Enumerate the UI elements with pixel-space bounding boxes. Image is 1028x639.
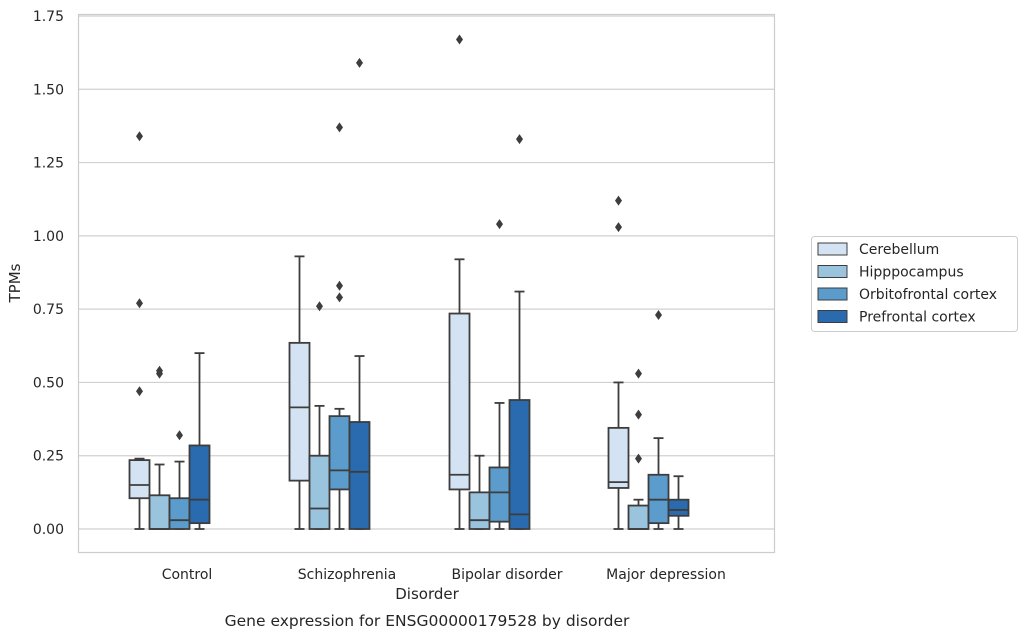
box-1-2 [468, 454, 491, 530]
box-body [627, 504, 650, 530]
legend-swatch [817, 310, 848, 323]
box-body [607, 426, 630, 489]
box-body [448, 312, 471, 491]
box-0-3 [607, 195, 630, 530]
chart-title: Gene expression for ENSG00000179528 by d… [225, 612, 630, 630]
box-3-2 [508, 134, 531, 530]
box-body [288, 341, 311, 482]
box-body [488, 466, 511, 523]
box-0-2 [448, 34, 471, 530]
outlier-point [496, 219, 503, 230]
plot-area-frame [77, 13, 776, 554]
box-body [348, 421, 371, 530]
legend-frame [811, 236, 1018, 332]
box-2-1 [328, 122, 351, 530]
box-body [508, 399, 531, 530]
y-axis-label: TPMs [6, 263, 24, 303]
box-1-0 [148, 365, 171, 530]
outlier-point [356, 57, 363, 68]
y-tick-label: 0.00 [33, 522, 64, 538]
legend-swatch [817, 242, 848, 256]
box-2-3 [647, 310, 670, 530]
box-3-1 [348, 57, 371, 530]
box-body [188, 444, 211, 525]
legend-label: Prefrontal cortex [859, 310, 976, 326]
outlier-point [655, 310, 662, 321]
y-tick-label: 0.75 [33, 302, 64, 318]
y-tick-label: 1.50 [33, 82, 64, 98]
y-tick-label: 0.25 [33, 449, 64, 465]
outlier-point [156, 368, 163, 379]
legend: Cerebellum Hipppocampus Orbitofrontal cort… [811, 236, 1018, 332]
y-tick-label: 1.25 [33, 156, 64, 172]
legend-label: Hipppocampus [859, 265, 964, 281]
outlier-point [316, 301, 323, 312]
outlier-point [336, 292, 343, 303]
y-axis-ticks: 0.00 0.25 0.50 0.75 1.00 1.25 1.50 1.75 [33, 9, 64, 538]
box-3-3 [667, 475, 690, 530]
boxes [128, 34, 690, 530]
box-0-1 [288, 255, 311, 530]
box-body [128, 459, 151, 500]
outlier-point [615, 195, 622, 206]
box-0-0 [128, 131, 151, 530]
outlier-point [456, 34, 463, 45]
box-body [168, 497, 191, 530]
x-axis-label: Disorder [395, 585, 459, 603]
legend-swatch [817, 287, 848, 301]
x-axis-ticks: Control Schizophrenia Bipolar disorder Majo… [162, 567, 726, 583]
box-body [468, 491, 491, 530]
y-tick-label: 1.00 [33, 229, 64, 245]
outlier-point [136, 298, 143, 309]
box-1-3 [627, 368, 650, 530]
outlier-point [176, 430, 183, 441]
box-3-0 [188, 352, 211, 530]
x-tick-label: Schizophrenia [298, 567, 396, 583]
outlier-point [635, 409, 642, 420]
legend-swatch [817, 265, 848, 278]
box-body [148, 494, 171, 530]
outlier-point [635, 453, 642, 464]
y-tick-label: 1.75 [33, 9, 64, 25]
box-body [667, 498, 690, 517]
outlier-point [615, 222, 622, 233]
box-body [328, 415, 351, 491]
legend-label: Orbitofrontal cortex [859, 287, 997, 303]
box-2-2 [488, 219, 511, 530]
outlier-point [336, 280, 343, 291]
outlier-point [635, 368, 642, 379]
box-1-1 [308, 301, 331, 530]
box-body [308, 454, 331, 530]
legend-label: Cerebellum [859, 242, 939, 258]
outlier-point [136, 131, 143, 142]
x-tick-label: Major depression [606, 567, 726, 583]
box-2-0 [168, 430, 191, 530]
outlier-point [336, 122, 343, 133]
outlier-point [516, 134, 523, 145]
outlier-point [136, 386, 143, 397]
y-tick-label: 0.50 [33, 375, 64, 391]
x-tick-label: Bipolar disorder [451, 567, 562, 583]
x-tick-label: Control [162, 567, 213, 583]
